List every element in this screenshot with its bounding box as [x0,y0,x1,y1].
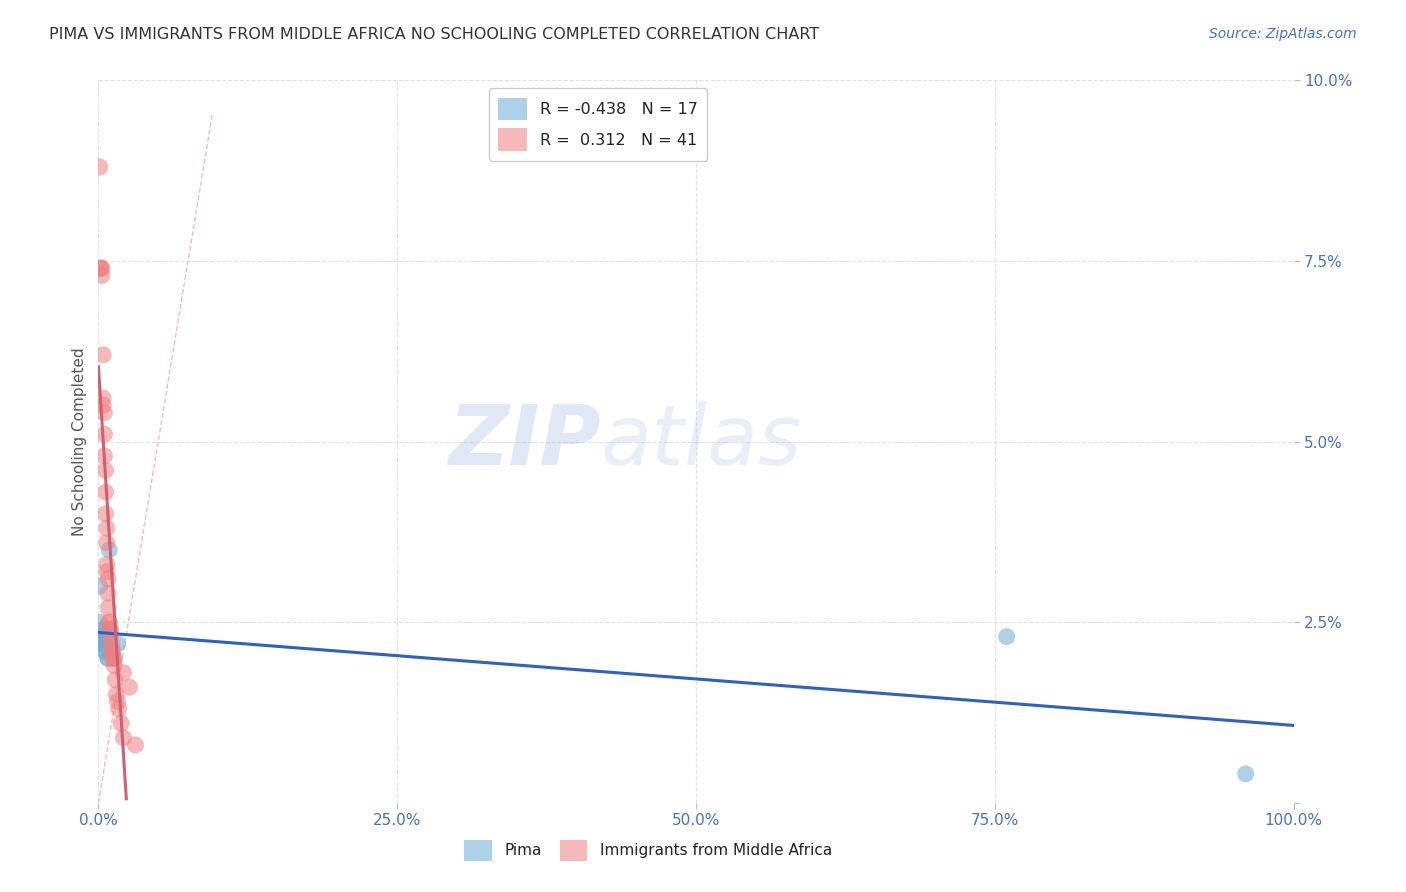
Point [107,695,129,709]
Point [93,630,115,644]
Point [96,565,118,579]
Point [98,615,121,630]
Point [93,406,115,420]
Point [103,658,125,673]
Point [97,651,120,665]
Point [94,644,117,658]
Point [93,449,115,463]
Point [91,637,114,651]
Point [105,687,128,701]
Text: PIMA VS IMMIGRANTS FROM MIDDLE AFRICA NO SCHOOLING COMPLETED CORRELATION CHART: PIMA VS IMMIGRANTS FROM MIDDLE AFRICA NO… [49,27,820,42]
Point [104,673,127,687]
Point [96,558,118,572]
Point [98,615,121,630]
Text: ZIP: ZIP [447,401,600,482]
Point [98,623,122,637]
Point [1234,767,1257,781]
Point [103,651,125,665]
Legend: Pima, Immigrants from Middle Africa: Pima, Immigrants from Middle Africa [458,833,838,867]
Point [96,521,118,535]
Text: atlas: atlas [600,401,801,482]
Point [97,572,120,586]
Point [94,485,117,500]
Point [98,630,122,644]
Point [101,644,124,658]
Point [97,586,120,600]
Point [118,680,141,694]
Point [100,644,122,658]
Point [93,644,115,658]
Point [94,507,117,521]
Point [91,391,114,405]
Point [101,651,124,665]
Point [98,542,121,557]
Point [107,637,129,651]
Point [91,261,114,276]
Point [93,427,115,442]
Point [91,630,114,644]
Point [103,651,125,665]
Point [90,261,112,276]
Point [91,623,114,637]
Point [90,261,112,276]
Point [94,637,117,651]
Point [89,615,111,630]
Point [995,630,1018,644]
Point [91,348,114,362]
Point [94,463,117,477]
Point [112,665,135,680]
Point [96,623,118,637]
Point [107,702,129,716]
Point [91,268,114,283]
Text: Source: ZipAtlas.com: Source: ZipAtlas.com [1209,27,1357,41]
Point [110,716,132,731]
Point [96,535,118,549]
Point [89,160,111,174]
Point [91,398,114,412]
Point [98,623,122,637]
Point [97,651,120,665]
Point [89,579,111,593]
Point [112,731,135,745]
Point [100,637,122,651]
Y-axis label: No Schooling Completed: No Schooling Completed [72,347,87,536]
Point [97,600,120,615]
Point [90,637,112,651]
Point [124,738,146,752]
